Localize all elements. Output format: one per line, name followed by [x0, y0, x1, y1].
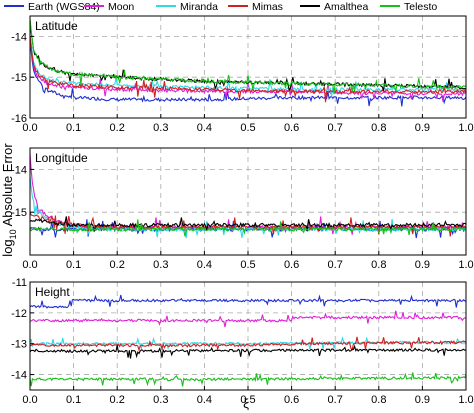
- y-tick-label: -12: [11, 308, 27, 320]
- x-tick-label: 0.9: [415, 259, 430, 271]
- series-line-earth-wgs84: [30, 36, 466, 107]
- series-line-telesto: [30, 18, 466, 95]
- x-tick-label: 0.4: [197, 259, 212, 271]
- x-tick-label: 0.8: [371, 394, 386, 406]
- x-tick-label: 0.9: [415, 122, 430, 134]
- y-tick-label: -13: [11, 339, 27, 351]
- x-tick-label: 0.9: [415, 394, 430, 406]
- series-line-amalthea: [30, 216, 466, 232]
- series-line-telesto: [30, 372, 466, 387]
- x-tick-label: 0.7: [328, 122, 343, 134]
- series-line-moon: [30, 310, 466, 328]
- y-tick-label: -11: [12, 277, 27, 289]
- x-tick-label: 0.8: [371, 259, 386, 271]
- x-tick-label: 1.0: [458, 394, 473, 406]
- x-tick-label: 0.6: [284, 259, 299, 271]
- x-tick-label: 0.4: [197, 394, 212, 406]
- y-tick-label: -16: [11, 113, 27, 125]
- y-tick-label: -14: [11, 370, 27, 382]
- series-line-miranda: [30, 336, 466, 351]
- series-line-mimas: [30, 36, 466, 103]
- series-line-earth-wgs84: [30, 294, 466, 309]
- x-tick-label: 0.0: [22, 259, 37, 271]
- legend-label: Mimas: [252, 1, 283, 13]
- legend: Earth (WGS84) Moon Miranda Mimas Amalthea Tel…: [4, 1, 437, 13]
- y-tick-label: -14: [11, 31, 27, 43]
- y-axis-label: log10 Absolute Error: [0, 143, 18, 257]
- x-tick-label: 0.4: [197, 122, 212, 134]
- legend-label: Earth (WGS84): [28, 1, 100, 13]
- panel-title: Height: [35, 285, 70, 299]
- x-tick-label: 1.0: [458, 122, 473, 134]
- legend-label: Amalthea: [324, 1, 369, 13]
- x-tick-label: 0.0: [22, 122, 37, 134]
- series-line-amalthea: [30, 344, 466, 359]
- x-tick-label: 0.3: [153, 259, 168, 271]
- y-tick-label: -15: [11, 72, 27, 84]
- panel-longitude: 0.0 0.1 0.2 0.3 0.4 0.5 0.6 0.7 0.8 0.9 1.0 -14 -15 L…: [11, 147, 474, 271]
- x-tick-label: 0.5: [240, 394, 255, 406]
- panel-height: 0.0 0.1 0.2 0.3 0.4 0.5 0.6 0.7 0.8 0.9 1.0 -11 -12 -…: [11, 277, 474, 406]
- legend-label: Telesto: [404, 1, 437, 13]
- x-tick-label: 0.6: [284, 394, 299, 406]
- x-tick-label: 0.0: [22, 394, 37, 406]
- x-tick-label: 0.8: [371, 122, 386, 134]
- y-tick-label: -14: [11, 164, 27, 176]
- legend-label: Miranda: [180, 1, 218, 13]
- plot-frame: [29, 15, 467, 119]
- x-tick-label: 0.2: [110, 259, 125, 271]
- series-line-telesto: [30, 219, 466, 237]
- x-tick-label: 0.7: [328, 259, 343, 271]
- panel-title: Longitude: [35, 151, 88, 165]
- series-line-amalthea: [30, 21, 466, 92]
- x-tick-label: 0.6: [284, 122, 299, 134]
- series-line-mimas: [30, 336, 466, 352]
- x-tick-label: 0.1: [66, 122, 81, 134]
- x-tick-label: 0.7: [328, 394, 343, 406]
- x-tick-label: 1.0: [458, 259, 473, 271]
- x-tick-label: 0.5: [240, 122, 255, 134]
- legend-label: Moon: [108, 1, 134, 13]
- x-tick-label: 0.2: [110, 394, 125, 406]
- x-axis-label: ξ: [243, 396, 249, 411]
- x-tick-label: 0.3: [153, 122, 168, 134]
- x-tick-label: 0.1: [66, 394, 81, 406]
- panel-title: Latitude: [35, 19, 78, 33]
- x-tick-label: 0.1: [66, 259, 81, 271]
- x-tick-label: 0.2: [110, 122, 125, 134]
- x-tick-label: 0.5: [240, 259, 255, 271]
- y-tick-label: -15: [11, 207, 27, 219]
- panel-latitude: 0.0 0.1 0.2 0.3 0.4 0.5 0.6 0.7 0.8 0.9 1.0 -14 -15 -…: [11, 15, 474, 134]
- x-tick-label: 0.3: [153, 394, 168, 406]
